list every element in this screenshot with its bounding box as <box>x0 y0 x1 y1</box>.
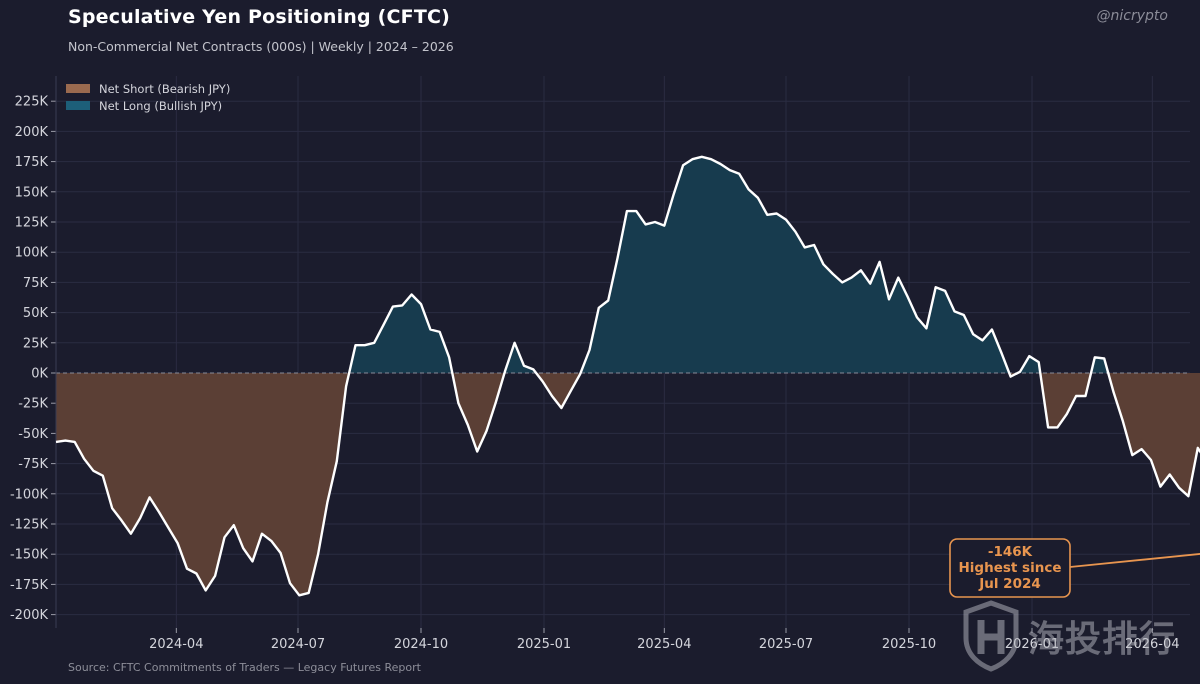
y-tick-label: -125K <box>10 518 49 533</box>
annotation-arrow <box>1069 553 1200 568</box>
annotation-label: -146K <box>988 544 1033 560</box>
y-tick-label: -25K <box>18 397 48 412</box>
y-tick-label: 200K <box>15 125 49 140</box>
net-short-area <box>452 373 505 452</box>
y-tick-label: 0K <box>31 367 48 382</box>
net-short-area <box>56 373 350 596</box>
annotation-label: Jul 2024 <box>978 576 1041 592</box>
y-tick-label: 75K <box>23 276 49 291</box>
x-tick-label: 2024-10 <box>394 637 448 652</box>
x-tick-label: 2025-07 <box>759 637 813 652</box>
x-tick-label: 2025-10 <box>882 637 936 652</box>
y-tick-label: 225K <box>15 95 49 110</box>
y-tick-label: -100K <box>10 487 49 502</box>
y-tick-label: 150K <box>15 185 49 200</box>
net-long-area <box>349 294 453 373</box>
x-tick-label: 2025-01 <box>517 637 571 652</box>
net-short-area <box>1108 373 1200 497</box>
annotation-label: Highest since <box>959 560 1062 576</box>
chart-title: Speculative Yen Positioning (CFTC) <box>68 6 451 28</box>
y-tick-label: 175K <box>15 155 49 170</box>
watermark: 海投排行 <box>962 600 1176 672</box>
legend-swatch-net-short <box>66 84 90 93</box>
x-tick-label: 2024-04 <box>149 637 203 652</box>
chart-legend: Net Short (Bearish JPY) Net Long (Bullis… <box>66 80 230 114</box>
legend-item-net-long: Net Long (Bullish JPY) <box>66 97 230 114</box>
legend-label-net-long: Net Long (Bullish JPY) <box>99 98 223 113</box>
y-tick-label: -150K <box>10 548 49 563</box>
y-tick-label: -200K <box>10 608 49 623</box>
watermark-text: 海投排行 <box>1028 619 1177 660</box>
author-handle: @nicrypto <box>1096 8 1168 24</box>
chart-subtitle: Non-Commercial Net Contracts (000s) | We… <box>68 39 454 54</box>
x-tick-label: 2026-01 <box>1005 637 1059 652</box>
y-tick-label: -175K <box>10 578 49 593</box>
x-tick-label: 2024-07 <box>271 637 325 652</box>
y-tick-label: 125K <box>15 216 49 231</box>
shield-h-logo-icon <box>963 600 1019 672</box>
annotation-box <box>949 538 1071 598</box>
series-line <box>55 155 1200 597</box>
legend-label-net-short: Net Short (Bearish JPY) <box>99 81 231 96</box>
y-tick-label: 25K <box>23 336 49 351</box>
x-tick-label: 2026-04 <box>1125 637 1179 652</box>
y-tick-label: 50K <box>23 306 49 321</box>
source-note: Source: CFTC Commitments of Traders — Le… <box>68 661 421 674</box>
y-tick-label: -50K <box>18 427 48 442</box>
net-short-area <box>1040 373 1091 428</box>
net-short-area <box>536 373 581 408</box>
legend-item-net-short: Net Short (Bearish JPY) <box>66 80 230 97</box>
net-long-area <box>580 156 1010 373</box>
y-tick-label: -75K <box>18 457 48 472</box>
y-tick-label: 100K <box>15 246 49 261</box>
legend-swatch-net-long <box>66 101 90 110</box>
x-tick-label: 2025-04 <box>637 637 691 652</box>
